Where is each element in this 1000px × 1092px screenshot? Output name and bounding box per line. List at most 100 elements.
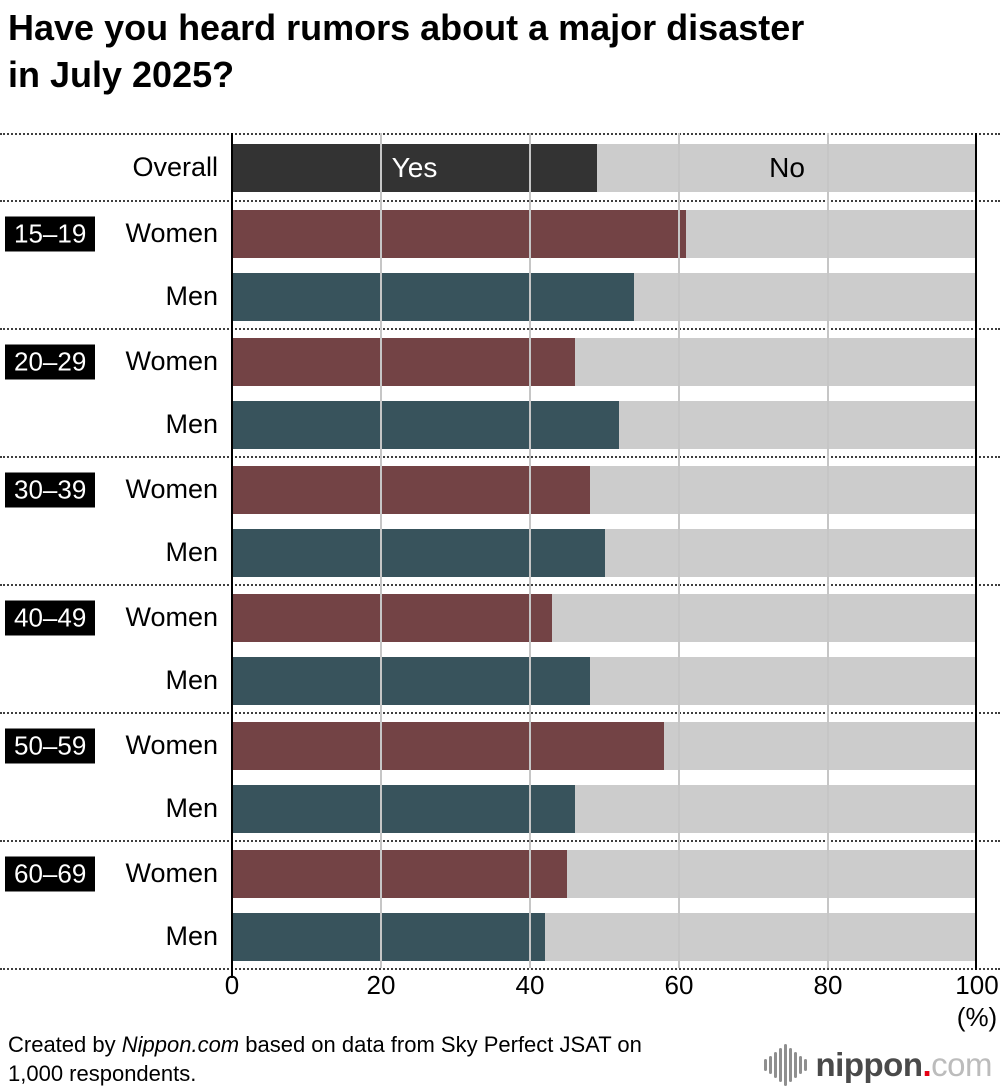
row-labels: Men <box>0 777 232 840</box>
bar-row: Men <box>0 905 1000 968</box>
x-tick-label: 0 <box>224 970 240 1000</box>
yes-label: Yes <box>391 151 438 183</box>
logo-tld: com <box>931 1046 992 1083</box>
title-line-1: Have you heard rumors about a major disa… <box>8 7 805 48</box>
bar-no-segment: Yes No <box>232 143 977 192</box>
x-tick-label: 20 <box>366 970 396 1000</box>
row-labels: Men <box>0 521 232 584</box>
bar-row: 20–29 Women <box>0 330 1000 393</box>
row-label: Women <box>125 474 218 504</box>
chart-group: 15–19 Women Men <box>0 200 1000 328</box>
credit-brand: Nippon.com <box>121 1032 240 1057</box>
bar-row: 30–39 Women <box>0 458 1000 521</box>
x-axis-end-line <box>975 133 977 970</box>
row-label: Men <box>165 409 218 439</box>
soundwave-bar <box>773 1052 777 1078</box>
bar-row: Men <box>0 265 1000 328</box>
x-axis-zero-line <box>231 133 233 978</box>
x-tick-label: 100 <box>955 970 999 1000</box>
bar-no-segment <box>232 209 977 258</box>
soundwave-bar <box>763 1059 767 1071</box>
row-label: Men <box>165 537 218 567</box>
age-group-badge: 60–69 <box>5 856 96 891</box>
bar-yes-segment <box>232 272 635 321</box>
bar-no-segment <box>232 784 977 833</box>
soundwave-bar <box>768 1056 772 1074</box>
title-line-2: in July 2025? <box>8 54 235 95</box>
chart-group: 50–59 Women Men <box>0 712 1000 840</box>
bar-row: 40–49 Women <box>0 586 1000 649</box>
bar-no-segment <box>232 593 977 642</box>
bar-row: 50–59 Women <box>0 714 1000 777</box>
x-tick-label: 80 <box>813 970 843 1000</box>
chart-groups: Overall Yes No 15–19 Women Men <box>0 133 1000 968</box>
chart-group: 30–39 Women Men <box>0 456 1000 584</box>
row-label: Men <box>165 281 218 311</box>
x-tick-label: 40 <box>515 970 545 1000</box>
row-label: Men <box>165 793 218 823</box>
bar-no-segment <box>232 656 977 705</box>
row-labels: 15–19 Women <box>0 202 232 265</box>
row-label: Men <box>165 665 218 695</box>
source-credit: Created by Nippon.com based on data from… <box>8 1030 718 1088</box>
page-title: Have you heard rumors about a major disa… <box>8 4 804 98</box>
bar-yes-segment <box>232 528 605 577</box>
bar-row: Men <box>0 649 1000 712</box>
row-label: Women <box>125 602 218 632</box>
age-group-badge: 30–39 <box>5 472 96 507</box>
soundwave-bar <box>783 1044 787 1086</box>
row-labels: 20–29 Women <box>0 330 232 393</box>
bar-yes-segment <box>232 593 553 642</box>
soundwave-bar <box>803 1059 807 1071</box>
bar-yes-segment <box>232 721 665 770</box>
row-labels: 60–69 Women <box>0 842 232 905</box>
age-group-badge: 15–19 <box>5 216 96 251</box>
stacked-bar-chart: Overall Yes No 15–19 Women Men <box>0 133 1000 978</box>
credit-middle: based on data from Sky Perfect JSAT on <box>239 1032 642 1057</box>
bar-yes-segment <box>232 784 575 833</box>
row-label: Women <box>125 346 218 376</box>
bar-yes-segment <box>232 209 687 258</box>
row-label: Women <box>125 730 218 760</box>
bar-yes-segment <box>232 656 590 705</box>
bar-yes-segment <box>232 465 590 514</box>
bar-row: Overall Yes No <box>0 135 1000 200</box>
row-labels: Men <box>0 265 232 328</box>
row-labels: Men <box>0 649 232 712</box>
bar-no-segment <box>232 721 977 770</box>
bar-no-segment <box>232 272 977 321</box>
row-label: Men <box>165 921 218 951</box>
chart-group: 20–29 Women Men <box>0 328 1000 456</box>
x-axis: (%) 0 20 40 60 80 100 <box>0 970 1000 1032</box>
soundwave-bar <box>788 1048 792 1082</box>
bar-yes-segment <box>232 912 545 961</box>
row-label: Women <box>125 218 218 248</box>
bar-no-segment <box>232 337 977 386</box>
bar-row: Men <box>0 777 1000 840</box>
age-group-badge: 40–49 <box>5 600 96 635</box>
x-tick-label: 60 <box>664 970 694 1000</box>
age-group-badge: 20–29 <box>5 344 96 379</box>
row-labels: 40–49 Women <box>0 586 232 649</box>
credit-prefix: Created by <box>8 1032 122 1057</box>
row-labels: Men <box>0 393 232 456</box>
bar-no-segment <box>232 400 977 449</box>
bar-row: Men <box>0 393 1000 456</box>
bar-no-segment <box>232 528 977 577</box>
logo-wordmark: nippon.com <box>816 1046 993 1084</box>
chart-group: 60–69 Women Men <box>0 840 1000 968</box>
bar-no-segment <box>232 849 977 898</box>
row-labels: 50–59 Women <box>0 714 232 777</box>
bar-row: 15–19 Women <box>0 202 1000 265</box>
soundwave-bar <box>778 1048 782 1082</box>
age-group-badge: 50–59 <box>5 728 96 763</box>
nippon-com-logo: nippon.com <box>763 1044 993 1086</box>
bar-row: 60–69 Women <box>0 842 1000 905</box>
bar-yes-segment <box>232 143 598 192</box>
row-label: Overall <box>132 152 218 182</box>
bar-yes-segment <box>232 337 575 386</box>
row-labels: Men <box>0 905 232 968</box>
row-labels: Overall <box>0 135 232 200</box>
logo-dot: . <box>922 1046 932 1083</box>
